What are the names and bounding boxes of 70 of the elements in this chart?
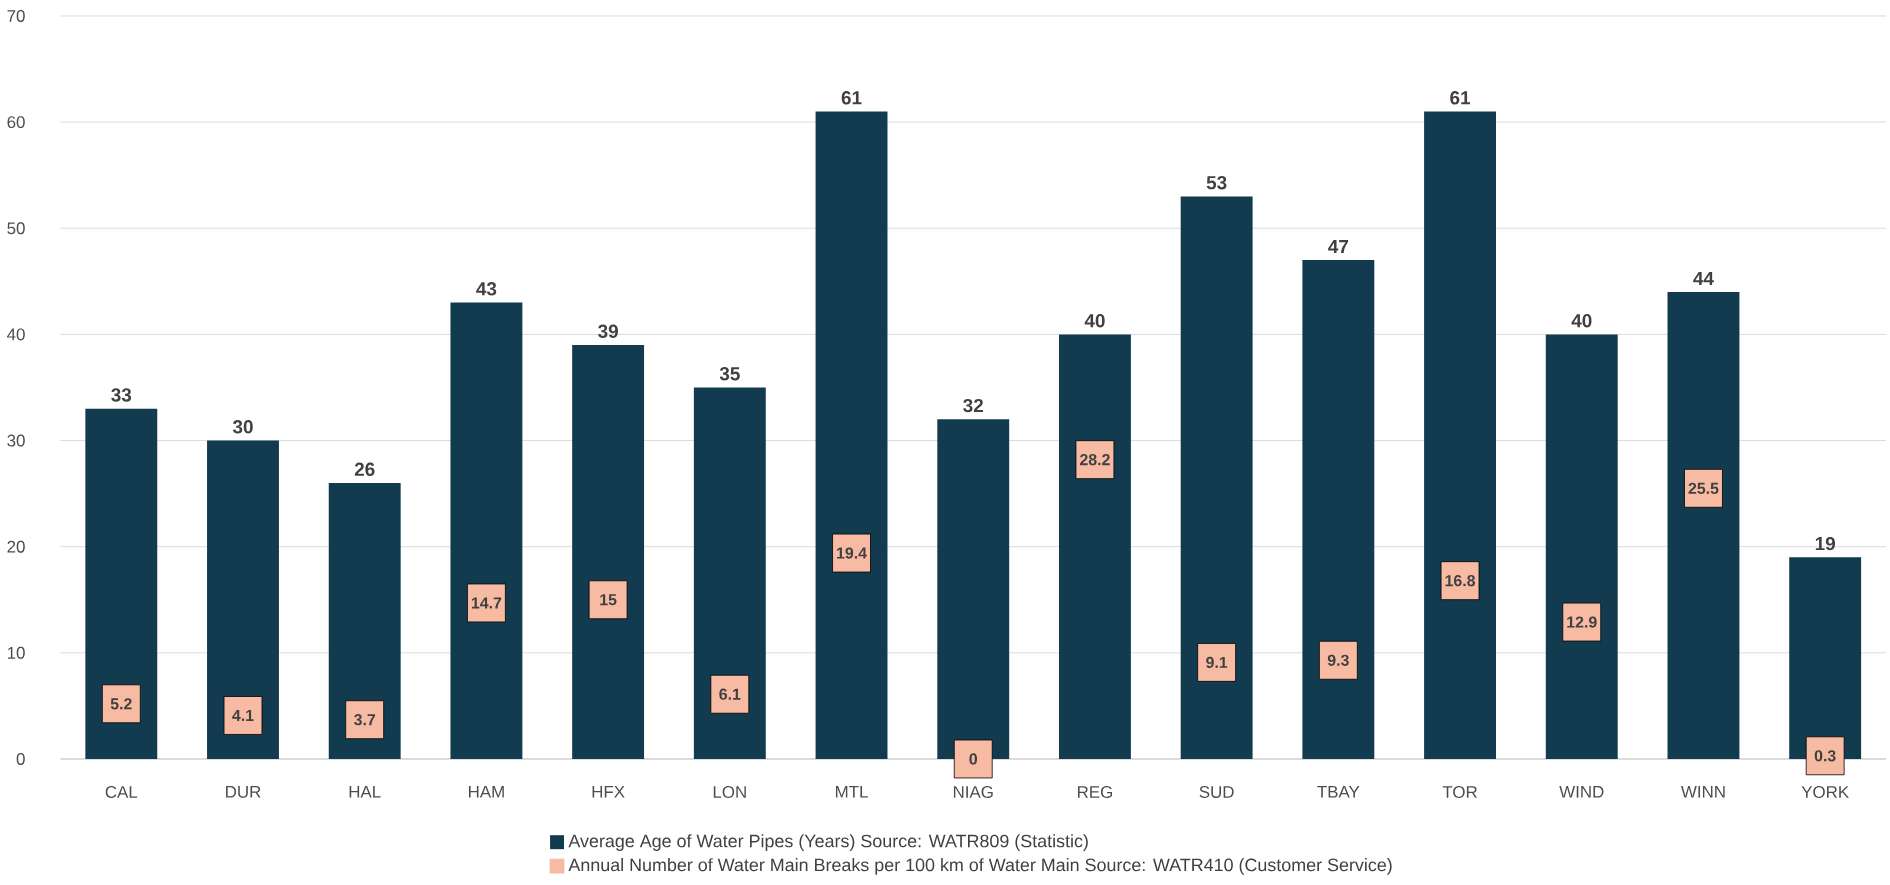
- data-label: 9.3: [1327, 654, 1349, 667]
- x-tick-label: TBAY: [1317, 786, 1360, 798]
- data-label: 12.9: [1567, 616, 1597, 628]
- x-tick-label: CAL: [105, 786, 138, 799]
- legend-label: Annual Number of Water Main Breaks per 100 km of Water Main Source: WATR410 (Customer Service): [568, 858, 1392, 875]
- x-tick-label: WIND: [1559, 786, 1604, 798]
- x-tick-label: YORK: [1801, 786, 1849, 799]
- x-tick-label: LON: [713, 786, 746, 799]
- x-tick-label: SUD: [1199, 786, 1234, 799]
- x-tick-label: MTL: [835, 786, 868, 798]
- data-label: 32: [963, 398, 983, 413]
- x-tick-label: TOR: [1442, 786, 1477, 799]
- x-tick-label: WINN: [1680, 786, 1725, 798]
- data-label: 4.1: [232, 710, 254, 722]
- data-label: 15: [600, 594, 617, 606]
- x-tick-label: HAL: [349, 786, 381, 798]
- bar: [1789, 557, 1862, 760]
- bar: [572, 345, 645, 760]
- data-label: 14.7: [471, 597, 502, 609]
- data-label: 53: [1206, 176, 1227, 190]
- bar: [1545, 334, 1618, 760]
- data-label: 5.2: [110, 698, 132, 710]
- data-label: 43: [476, 282, 497, 296]
- x-tick-label: DUR: [226, 786, 261, 798]
- y-tick-label: 10: [7, 646, 25, 659]
- y-tick-label: 40: [7, 328, 25, 341]
- bar: [1424, 111, 1496, 760]
- data-label: 25.5: [1688, 482, 1719, 495]
- data-label: 30: [232, 420, 253, 434]
- y-tick-label: 60: [7, 116, 25, 129]
- bar: [85, 408, 158, 760]
- x-tick-label: HAM: [468, 786, 504, 798]
- point: [953, 739, 993, 779]
- data-label: 47: [1328, 240, 1349, 254]
- y-tick-label: 20: [7, 540, 25, 553]
- data-label: 9.1: [1206, 656, 1228, 669]
- data-label: 61: [841, 91, 862, 105]
- data-label: 40: [1571, 314, 1592, 328]
- data-label: 40: [1084, 314, 1105, 328]
- y-tick-label: 70: [7, 10, 25, 23]
- bar: [450, 302, 523, 760]
- data-label: 6.1: [719, 688, 741, 700]
- bar: [1180, 196, 1253, 760]
- data-label: 0: [969, 753, 978, 765]
- x-tick-label: HFX: [592, 786, 625, 798]
- bar: [328, 483, 401, 760]
- data-label: 3.7: [354, 714, 376, 726]
- bar: [1667, 292, 1740, 760]
- bar: [207, 440, 279, 760]
- y-tick-label: 30: [7, 434, 25, 447]
- data-label: 19.4: [837, 547, 867, 559]
- x-tick-label: NIAG: [953, 786, 993, 799]
- bar: [815, 111, 888, 760]
- data-label: 33: [111, 388, 132, 402]
- x-tick-label: REG: [1077, 786, 1112, 799]
- data-label: 44: [1693, 272, 1714, 286]
- bar: [1302, 260, 1375, 760]
- data-label: 19: [1815, 536, 1835, 551]
- data-label: 35: [719, 367, 740, 381]
- data-label: 0.3: [1814, 750, 1836, 762]
- legend-label: Average Age of Water Pipes (Years) Source: WATR809 (Statistic): [568, 834, 1088, 851]
- data-label: 61: [1450, 91, 1471, 105]
- y-tick-label: 0: [16, 753, 25, 766]
- bar: [693, 387, 766, 760]
- data-label: 26: [354, 462, 375, 477]
- data-label: 39: [598, 324, 618, 339]
- bar: [1058, 334, 1131, 760]
- data-label: 28.2: [1080, 454, 1110, 466]
- y-tick-label: 50: [7, 222, 25, 235]
- data-label: 16.8: [1445, 575, 1476, 587]
